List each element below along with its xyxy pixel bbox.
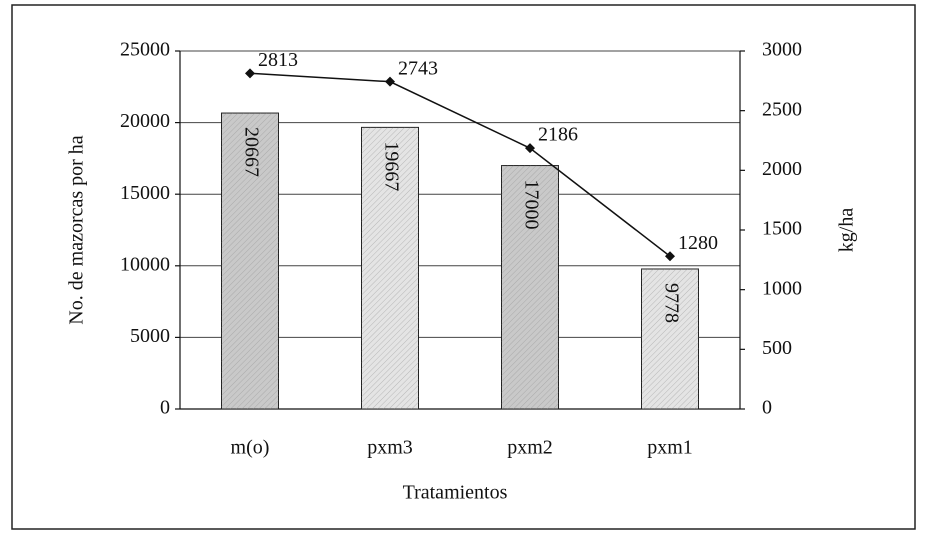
y-axis-title: No. de mazorcas por ha (66, 135, 88, 324)
y-tick-label: 0 (160, 397, 170, 419)
y-tick-label: 5000 (130, 325, 170, 347)
frame (11, 4, 916, 530)
x-axis-title: Tratamientos (403, 482, 508, 504)
bar-value-label: 17000 (520, 180, 542, 230)
bar-hatch (361, 127, 419, 409)
bar-hatch (221, 113, 279, 410)
line-marker (665, 251, 675, 262)
y2-axis-title: kg/ha (836, 208, 858, 253)
y-tick-label: 15000 (120, 182, 170, 204)
y2-tick-label: 3000 (762, 39, 802, 61)
line-value-label: 1280 (678, 232, 718, 254)
x-tick-label: pxm1 (647, 437, 693, 459)
bar-hatch (641, 268, 699, 409)
y2-tick-label: 2500 (762, 98, 802, 120)
bar-value-label: 9778 (660, 283, 682, 323)
x-tick-label: pxm2 (507, 437, 553, 459)
y2-tick-label: 500 (762, 337, 792, 359)
line-marker (385, 76, 395, 87)
y2-tick-label: 1500 (762, 218, 802, 240)
x-tick-label: pxm3 (367, 437, 413, 459)
bar-hatch (501, 165, 559, 409)
bar-value-label: 20667 (240, 127, 262, 177)
y2-tick-label: 1000 (762, 277, 802, 299)
y-tick-label: 10000 (120, 253, 170, 275)
x-tick-label: m(o) (231, 437, 270, 459)
y-tick-label: 20000 (120, 110, 170, 132)
line-marker (245, 68, 255, 79)
line-value-label: 2186 (538, 124, 578, 146)
line (249, 72, 671, 257)
line-value-label: 2813 (258, 49, 298, 71)
y-tick-label: 25000 (120, 39, 170, 61)
line-marker (525, 143, 535, 154)
bar-value-label: 19667 (380, 141, 402, 191)
y2-tick-label: 0 (762, 397, 772, 419)
line-value-label: 2743 (398, 57, 438, 79)
y2-tick-label: 2000 (762, 158, 802, 180)
